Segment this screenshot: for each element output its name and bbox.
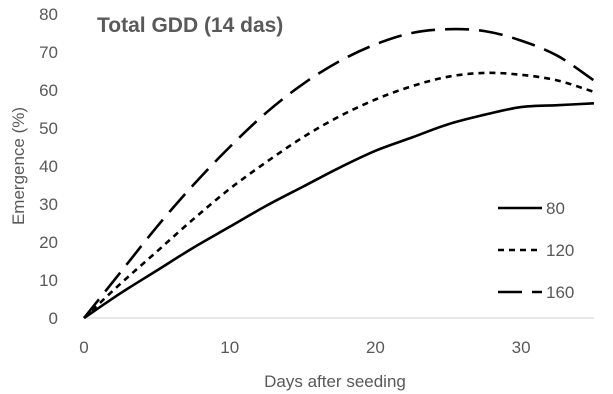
series-line-120 (83, 71, 595, 319)
y-tick-label: 0 (49, 309, 58, 328)
y-tick-label: 70 (39, 43, 58, 62)
series-group (82, 27, 595, 320)
legend: 80 120 160 (498, 199, 574, 302)
y-tick-label: 50 (39, 119, 58, 138)
legend-label-160: 160 (546, 283, 574, 302)
chart-title: Total GDD (14 das) (97, 14, 283, 37)
y-tick-label: 30 (39, 195, 58, 214)
legend-label-80: 80 (546, 199, 565, 218)
x-tick-label: 30 (512, 338, 531, 357)
x-tick-label: 0 (79, 338, 88, 357)
series-line-80 (83, 102, 595, 320)
y-axis: 0 10 20 30 40 50 60 70 80 (39, 5, 58, 328)
x-tick-label: 20 (366, 338, 385, 357)
y-tick-label: 10 (39, 271, 58, 290)
y-tick-label: 20 (39, 233, 58, 252)
y-tick-label: 80 (39, 5, 58, 24)
legend-label-120: 120 (546, 241, 574, 260)
y-tick-label: 40 (39, 157, 58, 176)
y-axis-label: Emergence (%) (9, 107, 28, 225)
x-tick-label: 10 (220, 338, 239, 357)
series-line-160 (82, 27, 595, 319)
x-axis-label: Days after seeding (264, 372, 406, 391)
x-axis: 0 10 20 30 (79, 317, 594, 357)
y-tick-label: 60 (39, 81, 58, 100)
